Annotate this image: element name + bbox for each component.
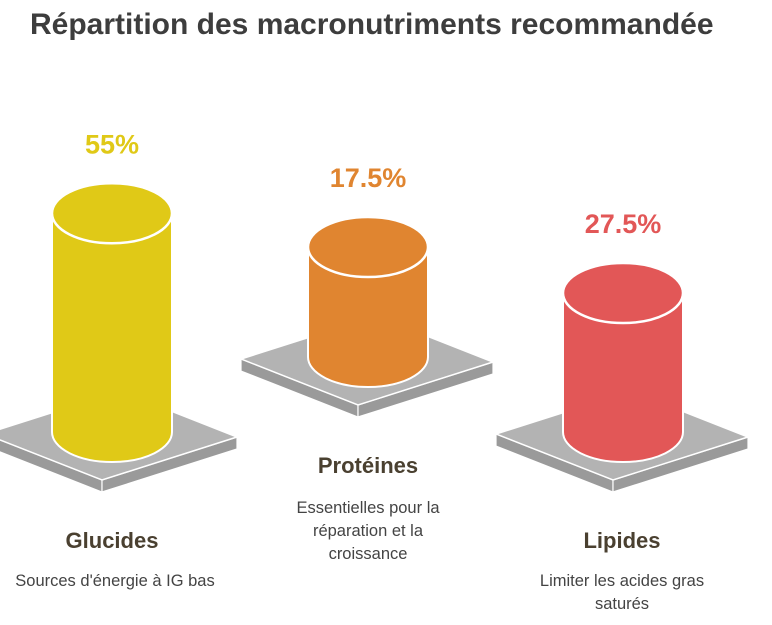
cylinder-body-lipides: [562, 292, 684, 463]
cylinder-body-glucides: [51, 212, 173, 463]
value-label-glucides: 55%: [85, 129, 139, 159]
category-label-lipides: Lipides: [583, 528, 661, 553]
category-description-proteines: Essentielles pour la réparation et la cr…: [296, 499, 440, 563]
cylinder-top-lipides: [561, 261, 685, 325]
chart-title: Répartition des macronutriments recomman…: [30, 8, 714, 41]
cylinder-body-proteines: [307, 246, 429, 388]
cylinder-top-glucides: [50, 182, 174, 245]
value-label-lipides: 27.5%: [585, 209, 662, 239]
value-label-proteines: 17.5%: [330, 163, 407, 193]
category-label-proteines: Protéines: [317, 453, 419, 478]
category-label-glucides: Glucides: [65, 528, 159, 553]
category-description-glucides: Sources d'énergie à IG bas: [15, 572, 215, 590]
cylinder-top-proteines: [306, 215, 430, 279]
category-description-lipides: Limiter les acides gras saturés: [539, 572, 705, 613]
